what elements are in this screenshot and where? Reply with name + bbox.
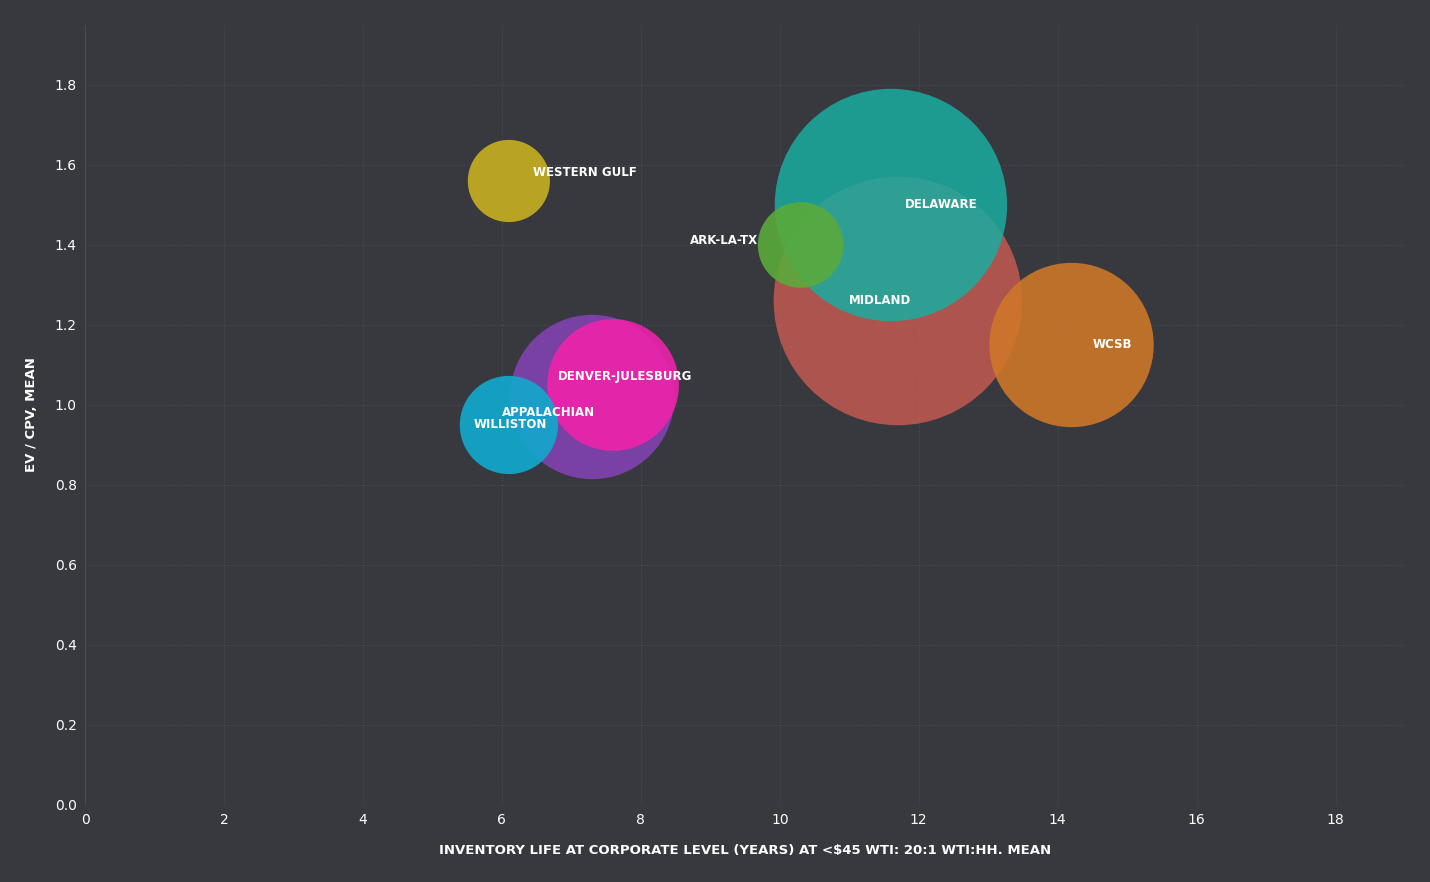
Text: ARK-LA-TX: ARK-LA-TX — [689, 235, 758, 248]
Point — [887, 294, 909, 308]
Point — [1060, 338, 1083, 352]
Text: MIDLAND: MIDLAND — [849, 295, 911, 308]
Point — [498, 418, 521, 432]
X-axis label: INVENTORY LIFE AT CORPORATE LEVEL (YEARS) AT <$45 WTI: 20:1 WTI:HH. MEAN: INVENTORY LIFE AT CORPORATE LEVEL (YEARS… — [439, 844, 1051, 857]
Point — [602, 378, 625, 392]
Text: DELAWARE: DELAWARE — [905, 198, 978, 212]
Text: WCSB: WCSB — [1093, 339, 1133, 352]
Y-axis label: EV / CPV, MEAN: EV / CPV, MEAN — [24, 357, 39, 473]
Point — [789, 238, 812, 252]
Point — [879, 198, 902, 212]
Text: APPALACHIAN: APPALACHIAN — [502, 407, 595, 420]
Text: WILLISTON: WILLISTON — [475, 418, 548, 431]
Point — [581, 390, 603, 404]
Text: DENVER-JULESBURG: DENVER-JULESBURG — [558, 370, 692, 384]
Text: WESTERN GULF: WESTERN GULF — [533, 167, 636, 180]
Point — [498, 174, 521, 188]
